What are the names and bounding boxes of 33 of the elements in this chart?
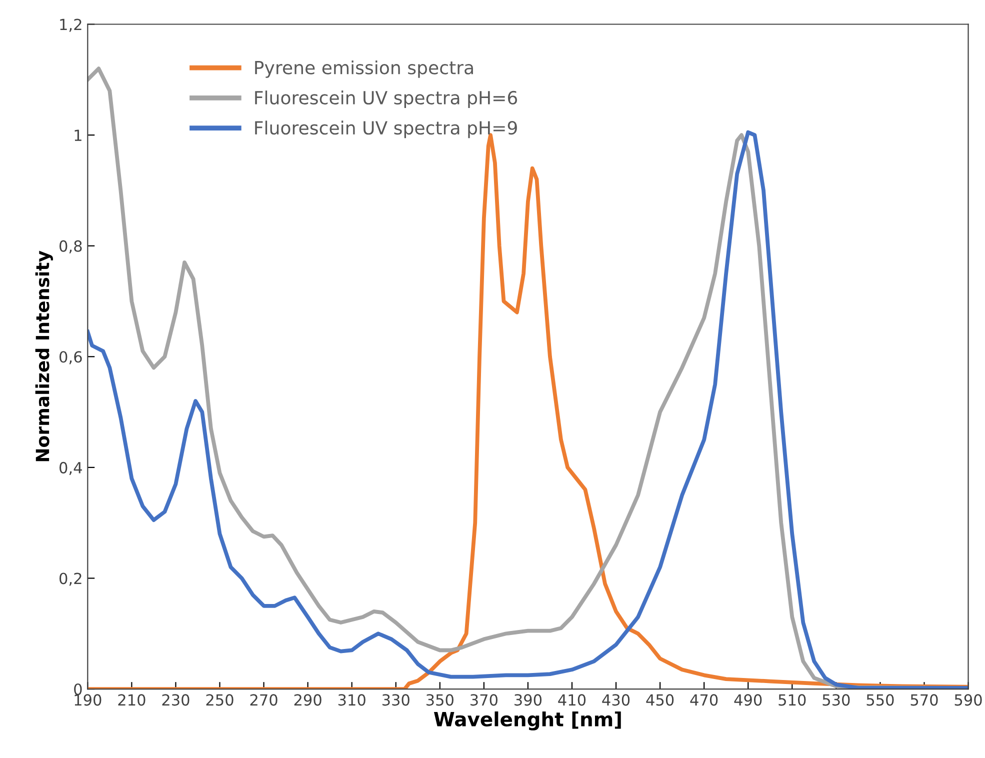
x-tick-label: 490 [734,694,762,706]
x-tick-label: 410 [558,694,586,706]
x-tick-label: 250 [206,694,234,706]
y-tick-label: 0,2 [60,572,82,586]
x-tick-label: 530 [822,694,850,706]
x-tick-label: 270 [250,694,278,706]
y-axis-title: Normalized Intensity [35,250,53,462]
x-tick-label: 510 [778,694,806,706]
y-tick-label: 0,4 [60,462,82,476]
x-tick-label: 470 [690,694,718,706]
x-tick-label: 570 [910,694,938,706]
x-tick-label: 450 [646,694,674,706]
y-tick-label: 1,2 [60,18,82,32]
legend-label: Fluorescein UV spectra pH=6 [255,90,518,108]
x-tick-label: 210 [118,694,146,706]
x-tick-label: 190 [74,694,102,706]
x-tick-label: 330 [382,694,410,706]
x-tick-label: 550 [866,694,894,706]
x-tick-label: 290 [294,694,322,706]
x-tick-label: 350 [426,694,454,706]
x-axis-title: Wavelenght [nm] [434,711,621,730]
y-tick-label: 0 [74,683,82,696]
x-tick-label: 230 [162,694,190,706]
x-tick-label: 430 [602,694,630,706]
y-tick-label: 0,6 [60,351,82,364]
y-tick-label: 0,8 [60,240,82,254]
x-tick-label: 590 [954,694,982,706]
y-tick-label: 1 [74,130,82,141]
legend-label: Fluorescein UV spectra pH=9 [255,120,517,138]
x-tick-label: 390 [514,694,542,706]
x-tick-label: 370 [470,694,498,706]
legend-label: Pyrene emission spectra [255,60,473,78]
x-tick-label: 310 [338,694,366,706]
